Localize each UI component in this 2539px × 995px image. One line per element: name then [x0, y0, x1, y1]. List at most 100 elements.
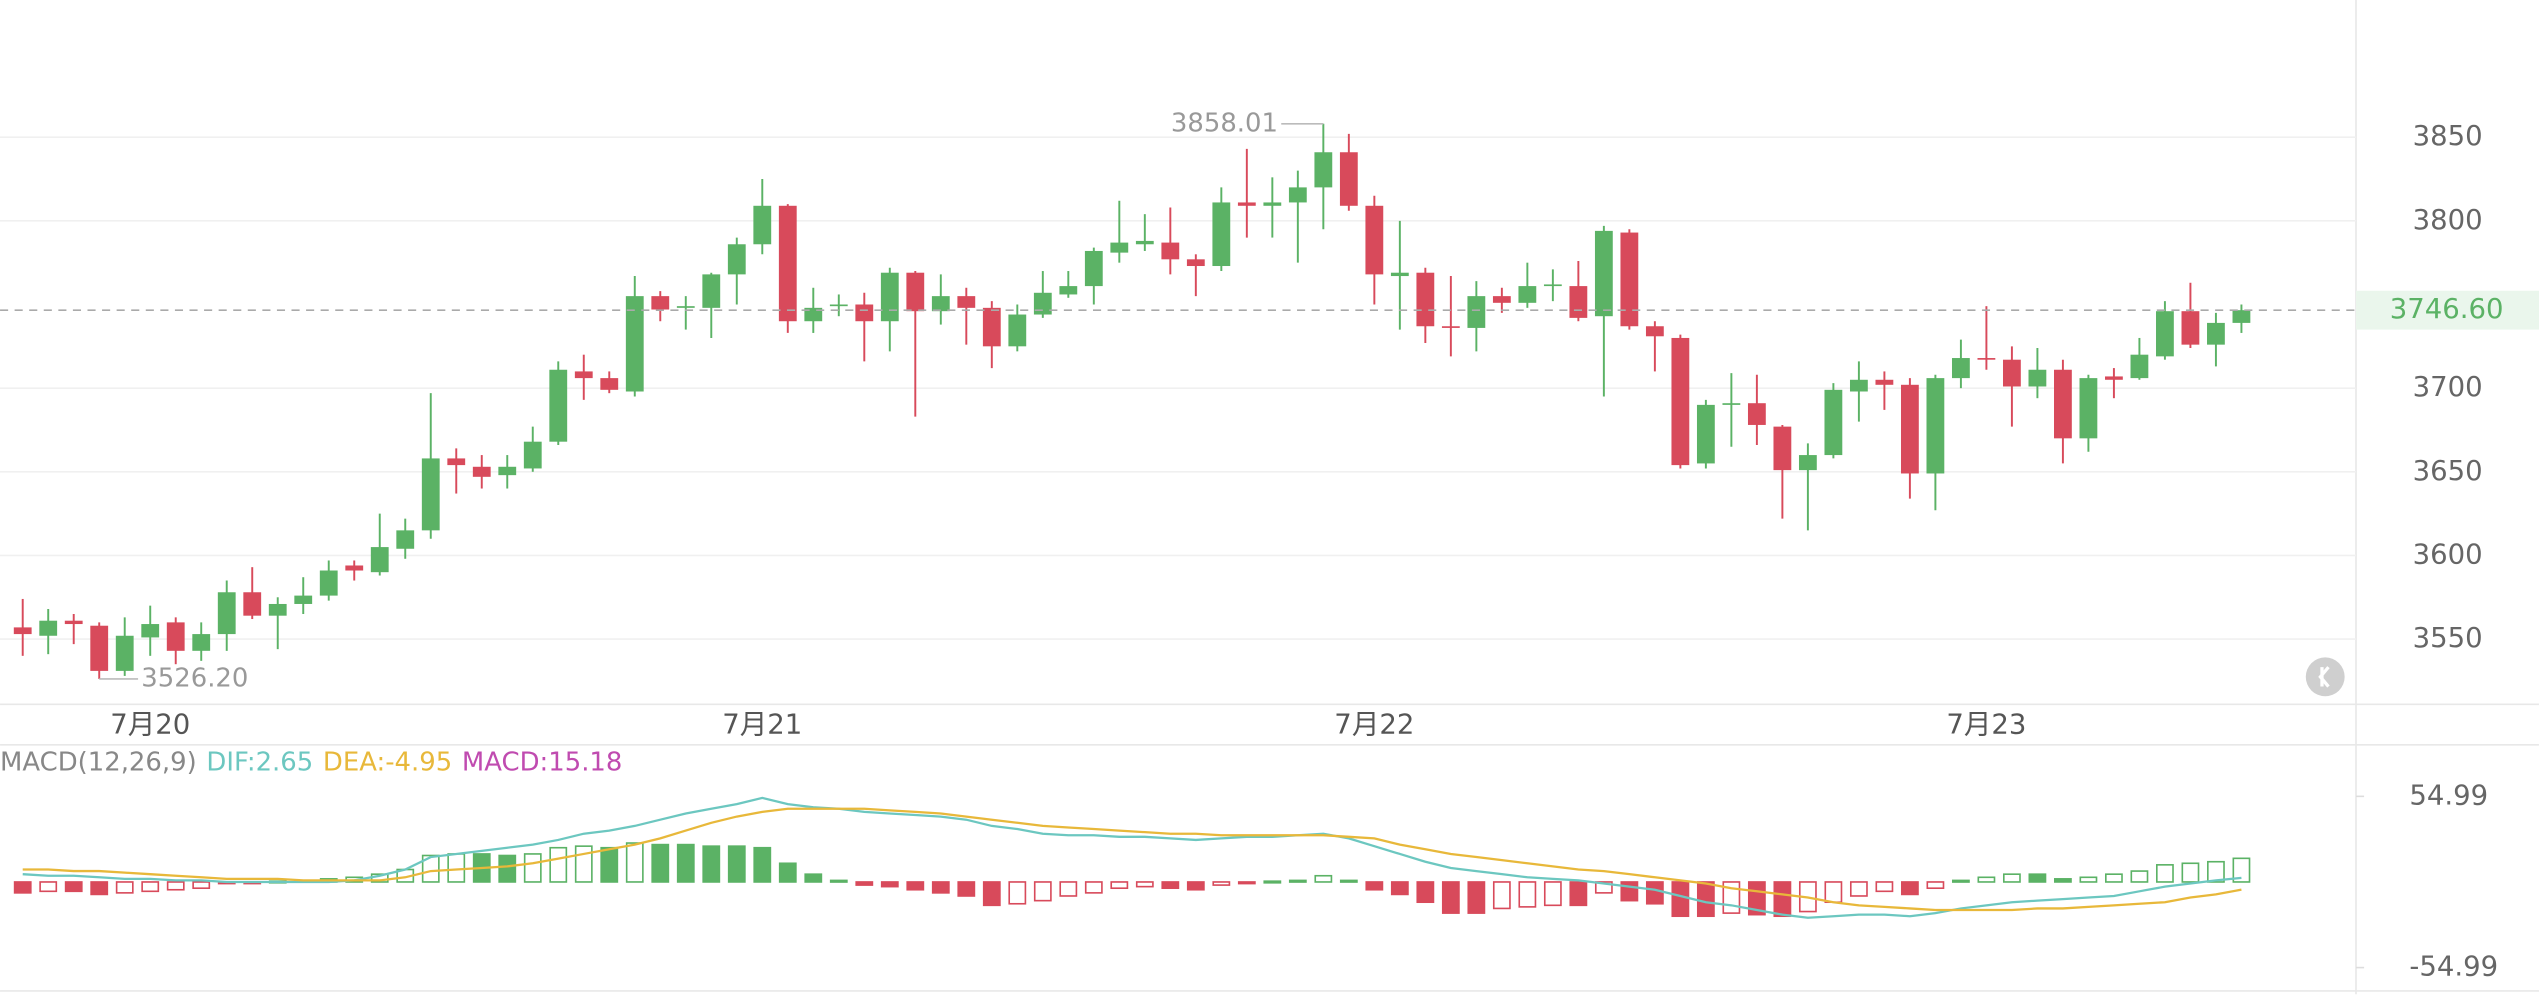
- y-tick-label: 3850: [2413, 120, 2483, 152]
- macd-bar: [1186, 881, 1205, 891]
- candle-body: [472, 466, 491, 477]
- macd-bar: [2054, 878, 2072, 883]
- candle-body: [421, 458, 440, 531]
- macd-bar: [115, 881, 134, 894]
- candle-body: [217, 592, 236, 635]
- candle-body: [141, 624, 160, 638]
- candle-body: [2079, 378, 2098, 439]
- macd-bar: [625, 842, 644, 883]
- candle-body: [447, 458, 466, 466]
- candle-body: [1645, 326, 1664, 337]
- macd-bar: [1696, 881, 1715, 918]
- macd-bar: [39, 881, 58, 893]
- macd-bar: [651, 843, 670, 883]
- candle-body: [906, 272, 925, 312]
- macd-bar: [2207, 860, 2225, 883]
- candle-body: [1594, 230, 1613, 317]
- candle-body: [396, 530, 415, 549]
- macd-line: [22, 807, 2242, 912]
- macd-legend: MACD(12,26,9) DIF:2.65 DEA:-4.95 MACD:15.18: [0, 747, 622, 777]
- candle-body: [549, 369, 568, 442]
- candle-body: [804, 307, 823, 322]
- macd-bar: [1135, 881, 1154, 888]
- candle-body: [345, 565, 364, 571]
- y-tick-label: 3600: [2413, 538, 2483, 570]
- candle-body: [243, 592, 262, 616]
- candle-body: [1773, 426, 1792, 471]
- candle-body: [1416, 272, 1435, 327]
- candle-body: [982, 307, 1001, 347]
- candle-body: [855, 304, 874, 322]
- candle-body: [2054, 369, 2072, 439]
- candle-body: [727, 244, 746, 275]
- candle-body: [2232, 310, 2251, 323]
- candle-body: [1314, 152, 1333, 188]
- macd-bar: [13, 881, 32, 894]
- candle-body: [2181, 311, 2200, 345]
- macd-bar: [1059, 881, 1078, 897]
- candle-body: [90, 625, 109, 671]
- candle-body: [1288, 187, 1307, 203]
- macd-bar: [447, 853, 466, 883]
- macd-bar: [1900, 881, 1919, 896]
- candle-body: [498, 466, 517, 476]
- macd-bar: [1875, 881, 1894, 893]
- candle-body: [1518, 286, 1537, 303]
- candle-body: [1722, 403, 1741, 405]
- candle-body: [1798, 455, 1817, 471]
- macd-bar: [1543, 881, 1562, 907]
- macd-title: MACD(12,26,9): [0, 747, 197, 777]
- candle-body: [13, 627, 32, 635]
- macd-bar: [141, 881, 160, 893]
- macd-bar: [498, 854, 517, 883]
- candle-body: [1569, 286, 1588, 318]
- candle-body: [676, 306, 695, 308]
- macd-bar: [64, 881, 83, 893]
- candle-body: [1467, 296, 1486, 328]
- y-tick-label: 3700: [2413, 371, 2483, 403]
- candle-body: [1008, 314, 1027, 347]
- macd-bar: [931, 881, 950, 894]
- candle-body: [1161, 242, 1180, 260]
- macd-bar: [2079, 876, 2098, 883]
- candle-body: [1033, 292, 1052, 315]
- candle-body: [1441, 326, 1460, 328]
- legend-entry: DEA:-4.95: [323, 747, 452, 777]
- last-price-label: 3746.60: [2390, 293, 2504, 325]
- candle-body: [1849, 379, 1868, 392]
- candle-body: [1492, 296, 1511, 303]
- candle-body: [1135, 240, 1154, 245]
- y-tick-label: 3550: [2413, 622, 2483, 654]
- candle-body: [600, 378, 619, 390]
- legend-entry: MACD:15.18: [462, 747, 622, 777]
- candle-body: [2130, 354, 2149, 379]
- candle-body: [2002, 359, 2021, 387]
- candle-body: [1237, 202, 1256, 206]
- collapse-button[interactable]: [2305, 657, 2345, 697]
- macd-bar: [1288, 879, 1307, 883]
- macd-bar: [2181, 862, 2200, 883]
- candle-body: [2105, 376, 2123, 380]
- macd-bar: [1645, 881, 1664, 905]
- y-tick-label: 3650: [2413, 455, 2483, 487]
- macd-bar: [676, 843, 695, 883]
- candle-body: [1365, 205, 1384, 275]
- macd-line: [22, 796, 2242, 919]
- macd-bar: [1671, 881, 1690, 918]
- candle-body: [2156, 311, 2174, 357]
- macd-bar: [1594, 881, 1613, 894]
- macd-bar: [804, 873, 823, 883]
- candle-body: [651, 296, 670, 310]
- min-label: 3526.20: [141, 663, 248, 693]
- macd-bar: [600, 846, 619, 883]
- candle-body: [1926, 378, 1945, 474]
- macd-bar: [1416, 881, 1435, 904]
- macd-bar: [982, 881, 1001, 907]
- macd-bar: [1773, 881, 1792, 918]
- y-tick-label: 3800: [2413, 204, 2483, 236]
- macd-bar: [855, 881, 874, 886]
- macd-bar: [2028, 873, 2047, 883]
- candle-body: [1747, 403, 1766, 425]
- candle-body: [370, 547, 389, 573]
